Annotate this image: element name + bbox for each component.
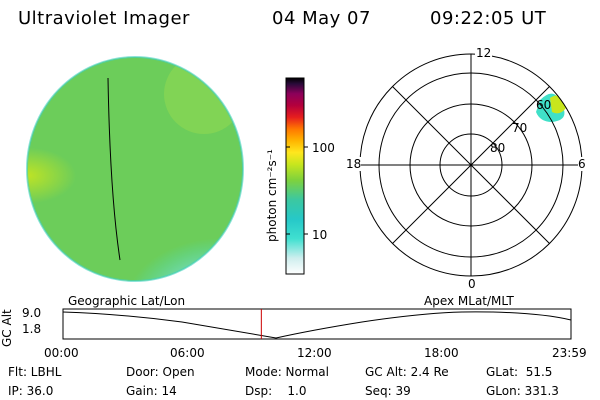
timeline-right-label: Apex MLat/MLT xyxy=(424,294,514,308)
timeline-xtick-1: 06:00 xyxy=(170,346,205,360)
colorbar-tick-100: 100 xyxy=(312,141,335,155)
info-gc-alt: GC Alt: 2.4 Re xyxy=(365,365,449,379)
polar-plot xyxy=(359,53,583,277)
polar-label-6: 6 xyxy=(578,157,586,171)
polar-label-18: 18 xyxy=(346,157,362,171)
timeline-xtick-2: 12:00 xyxy=(297,346,332,360)
polar-label-0: 0 xyxy=(468,277,476,291)
altitude-curve xyxy=(62,311,572,339)
polar-label-12: 12 xyxy=(475,46,493,60)
timeline-ytick-max: 9.0 xyxy=(22,306,42,320)
timeline-xtick-4: 23:59 xyxy=(552,346,587,360)
timeline-xtick-0: 00:00 xyxy=(44,346,79,360)
timeline-xtick-3: 18:00 xyxy=(424,346,459,360)
timeline-left-label: Geographic Lat/Lon xyxy=(68,294,186,308)
time-label: 09:22:05 UT xyxy=(430,8,547,29)
info-ip: IP: 36.0 xyxy=(8,384,54,398)
colorbar-unit-label: photon cm⁻²s⁻¹ xyxy=(265,149,279,242)
terminator-line xyxy=(107,77,121,261)
info-glat: GLat: 51.5 xyxy=(486,365,553,379)
polar-lat-80: 80 xyxy=(490,141,506,155)
timeline-y-axis-label: GC Alt xyxy=(0,309,14,347)
date-label: 04 May 07 xyxy=(272,8,371,29)
info-gain: Gain: 14 xyxy=(126,384,177,398)
info-glon: GLon: 331.3 xyxy=(486,384,559,398)
info-dsp: Dsp: 1.0 xyxy=(245,384,307,398)
timeline-plot xyxy=(62,308,572,340)
polar-lat-60: 60 xyxy=(536,98,552,112)
polar-lat-70: 70 xyxy=(512,121,528,135)
info-filter: Flt: LBHL xyxy=(8,365,62,379)
colorbar-tick-10: 10 xyxy=(312,228,328,242)
info-door: Door: Open xyxy=(126,365,195,379)
instrument-title: Ultraviolet Imager xyxy=(18,8,190,29)
info-seq: Seq: 39 xyxy=(365,384,411,398)
info-mode: Mode: Normal xyxy=(245,365,329,379)
auroral-image xyxy=(26,56,244,282)
timeline-ytick-min: 1.8 xyxy=(22,322,42,336)
color-scale-bar xyxy=(285,77,308,275)
